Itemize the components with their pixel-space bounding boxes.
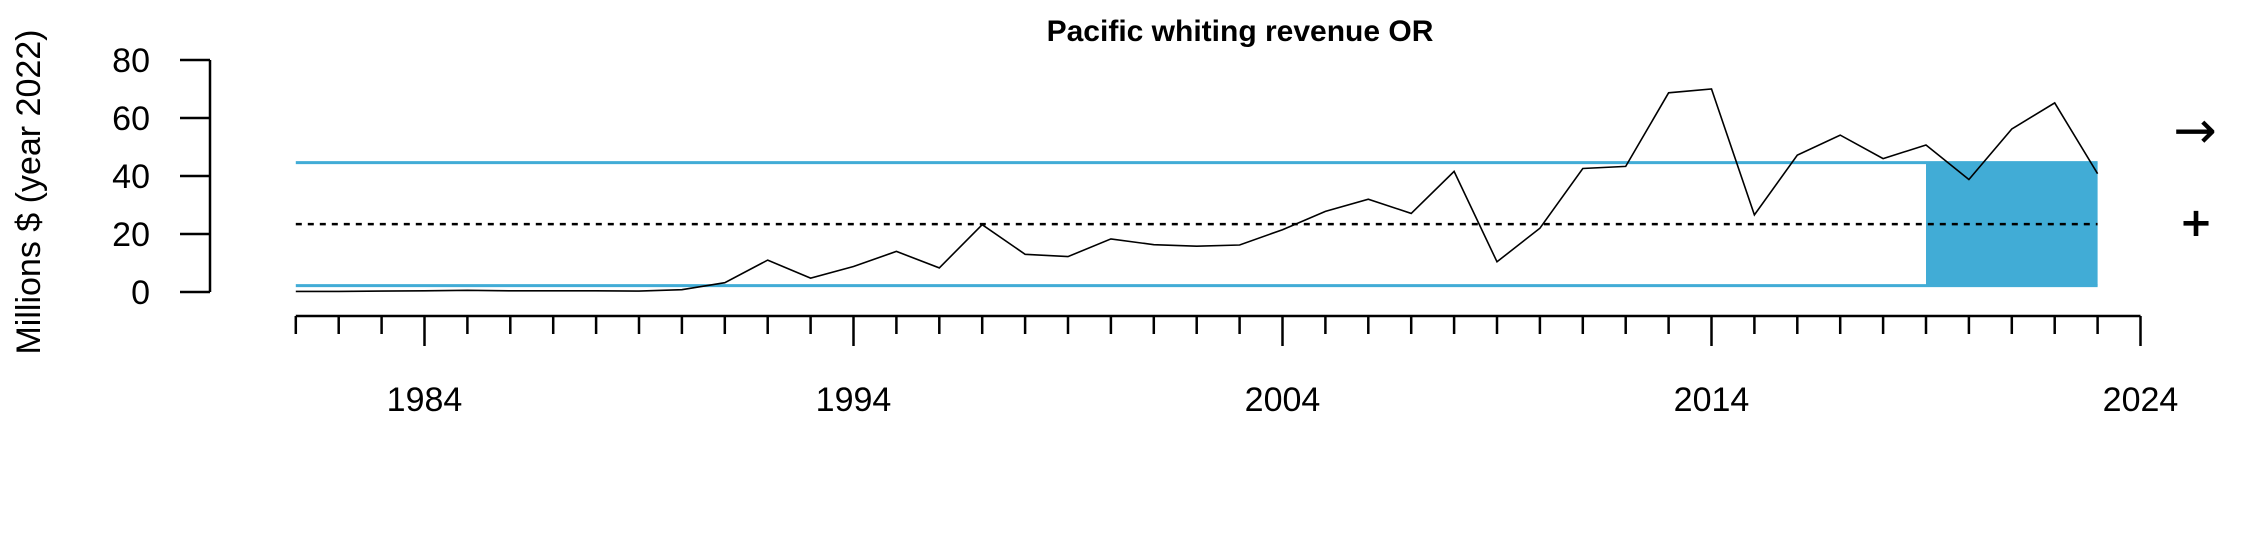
data-points <box>295 88 2099 292</box>
data-point-2011 <box>1582 167 1584 169</box>
data-point-1990 <box>681 289 683 291</box>
data-point-2006 <box>1367 198 1369 200</box>
data-point-1992 <box>767 259 769 261</box>
series-line <box>295 88 2099 293</box>
data-point-1991 <box>724 282 726 284</box>
data-point-1995 <box>895 250 897 252</box>
data-point-2014 <box>1711 88 1713 90</box>
data-point-2007 <box>1410 212 1412 214</box>
data-point-2001 <box>1153 244 1155 246</box>
data-point-1994 <box>853 265 855 267</box>
data-point-2004 <box>1282 229 1284 231</box>
mean-plus-icon: + <box>2179 200 2213 246</box>
data-point-1984 <box>424 290 426 292</box>
data-point-2018 <box>1882 158 1884 160</box>
data-point-2015 <box>1753 214 1755 216</box>
data-point-1999 <box>1067 256 1069 258</box>
data-point-2017 <box>1839 134 1841 136</box>
y-axis: 0 20 40 60 80 <box>112 42 212 312</box>
data-point-2002 <box>1196 245 1198 247</box>
data-point-2000 <box>1110 238 1112 240</box>
y-tick-label-60: 60 <box>112 100 150 138</box>
data-point-1985 <box>466 289 468 291</box>
data-point-1989 <box>638 290 640 292</box>
data-point-2022 <box>2054 102 2056 104</box>
data-point-1982 <box>338 290 340 292</box>
x-axis: 1984 1994 2004 2014 2024 <box>294 314 2179 419</box>
data-point-2012 <box>1625 165 1627 167</box>
data-point-2003 <box>1239 244 1241 246</box>
y-tick-label-80: 80 <box>112 42 150 80</box>
data-point-2008 <box>1453 170 1455 172</box>
data-point-1993 <box>810 277 812 279</box>
y-tick-label-0: 0 <box>131 274 150 312</box>
x-tick-label-1994: 1994 <box>816 381 892 419</box>
data-point-2019 <box>1925 144 1927 146</box>
x-tick-label-2014: 2014 <box>1674 381 1750 419</box>
data-point-1996 <box>938 267 940 269</box>
data-point-2005 <box>1324 210 1326 212</box>
x-tick-label-1984: 1984 <box>387 381 463 419</box>
y-tick-label-20: 20 <box>112 216 150 254</box>
data-point-1981 <box>295 290 297 292</box>
data-point-2023 <box>2097 173 2099 175</box>
data-point-2016 <box>1796 154 1798 156</box>
data-point-1998 <box>1024 253 1026 255</box>
data-point-1997 <box>981 224 983 226</box>
chart-title: Pacific whiting revenue OR <box>1047 15 1434 48</box>
data-point-2013 <box>1668 92 1670 94</box>
data-point-2009 <box>1496 261 1498 263</box>
x-tick-label-2004: 2004 <box>1245 381 1321 419</box>
x-tick-label-2024: 2024 <box>2103 381 2179 419</box>
data-point-2010 <box>1539 227 1541 229</box>
data-point-1986 <box>509 290 511 292</box>
data-point-1988 <box>595 290 597 292</box>
data-point-1983 <box>381 290 383 292</box>
data-point-2020 <box>1968 178 1970 180</box>
data-point-1987 <box>552 290 554 292</box>
y-tick-label-40: 40 <box>112 158 150 196</box>
data-point-2021 <box>2011 128 2013 130</box>
trend-arrow-icon: → <box>2173 101 2217 161</box>
y-axis-title: Millions $ (year 2022) <box>10 29 48 354</box>
